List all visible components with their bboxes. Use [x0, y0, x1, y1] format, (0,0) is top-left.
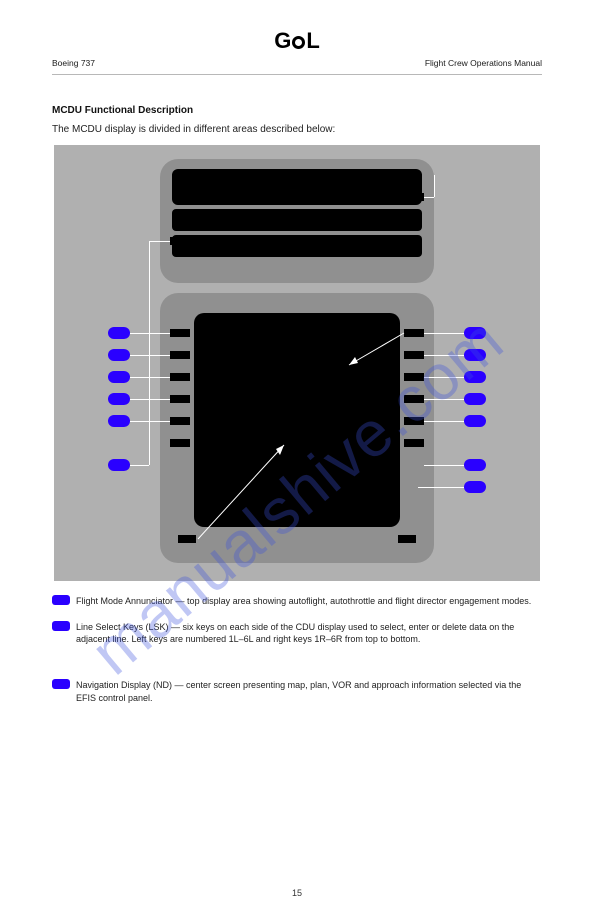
callout-line	[424, 355, 464, 356]
callout-line	[130, 355, 170, 356]
legend-marker	[52, 595, 70, 605]
header-divider	[52, 74, 542, 75]
callout-pill	[108, 459, 130, 471]
callout-line	[424, 197, 434, 198]
callout-pill	[464, 327, 486, 339]
callout-line	[424, 377, 464, 378]
callout-line	[149, 241, 170, 242]
fma-bar-2	[172, 209, 422, 231]
legend-item: Navigation Display (ND) — center screen …	[52, 679, 542, 703]
header-right: Flight Crew Operations Manual	[425, 58, 542, 68]
lsk-button[interactable]	[404, 329, 424, 337]
lsk-button[interactable]	[170, 351, 190, 359]
callout-line	[130, 399, 170, 400]
panel-tag	[170, 237, 188, 245]
legend-text: Line Select Keys (LSK) — six keys on eac…	[76, 621, 542, 645]
callout-line	[424, 333, 464, 334]
callout-line	[130, 465, 149, 466]
cdu-unit	[160, 293, 434, 563]
callout-pill	[108, 371, 130, 383]
callout-pill	[108, 327, 130, 339]
lsk-right-column	[404, 329, 424, 447]
legend-marker	[52, 621, 70, 631]
lsk-button[interactable]	[170, 439, 190, 447]
legend: Flight Mode Annunciator — top display ar…	[52, 595, 542, 704]
logo-text: GL	[274, 28, 320, 54]
callout-line	[130, 333, 170, 334]
panel-tag	[178, 535, 196, 543]
lsk-button[interactable]	[170, 417, 190, 425]
lsk-button[interactable]	[404, 417, 424, 425]
fma-bar-3	[172, 235, 422, 257]
panel-tag	[398, 535, 416, 543]
lsk-button[interactable]	[170, 329, 190, 337]
callout-pill	[108, 393, 130, 405]
lsk-button[interactable]	[404, 351, 424, 359]
legend-text: Navigation Display (ND) — center screen …	[76, 679, 542, 703]
lsk-left-column	[170, 329, 190, 447]
callout-line	[424, 399, 464, 400]
callout-line	[130, 421, 170, 422]
callout-line	[418, 487, 464, 488]
page: GL Boeing 737 Flight Crew Operations Man…	[0, 0, 594, 918]
callout-pill	[464, 481, 486, 493]
legend-marker	[52, 679, 70, 689]
callout-pill	[108, 415, 130, 427]
lsk-button[interactable]	[170, 373, 190, 381]
legend-item: Flight Mode Annunciator — top display ar…	[52, 595, 542, 607]
callout-pill	[464, 393, 486, 405]
legend-item: Line Select Keys (LSK) — six keys on eac…	[52, 621, 542, 645]
header-line: Boeing 737 Flight Crew Operations Manual	[52, 58, 542, 68]
mcdu-diagram	[54, 145, 540, 581]
callout-pill	[464, 415, 486, 427]
page-number: 15	[0, 888, 594, 898]
lsk-button[interactable]	[404, 373, 424, 381]
callout-line	[424, 465, 464, 466]
callout-line	[130, 377, 170, 378]
lsk-button[interactable]	[170, 395, 190, 403]
callout-line	[434, 175, 435, 197]
logo: GL	[52, 28, 542, 54]
header-left: Boeing 737	[52, 58, 95, 68]
callout-pill	[464, 459, 486, 471]
lsk-button[interactable]	[404, 439, 424, 447]
section-subtitle: The MCDU display is divided in different…	[52, 124, 542, 135]
legend-text: Flight Mode Annunciator — top display ar…	[76, 595, 531, 607]
fma-bar-1	[172, 169, 422, 205]
callout-line	[149, 241, 150, 465]
nd-screen	[194, 313, 400, 527]
section-title: MCDU Functional Description	[52, 105, 542, 116]
callout-line	[424, 421, 464, 422]
fma-unit	[160, 159, 434, 283]
panel-tag	[406, 193, 424, 201]
callout-pill	[464, 349, 486, 361]
callout-pill	[464, 371, 486, 383]
callout-pill	[108, 349, 130, 361]
lsk-button[interactable]	[404, 395, 424, 403]
